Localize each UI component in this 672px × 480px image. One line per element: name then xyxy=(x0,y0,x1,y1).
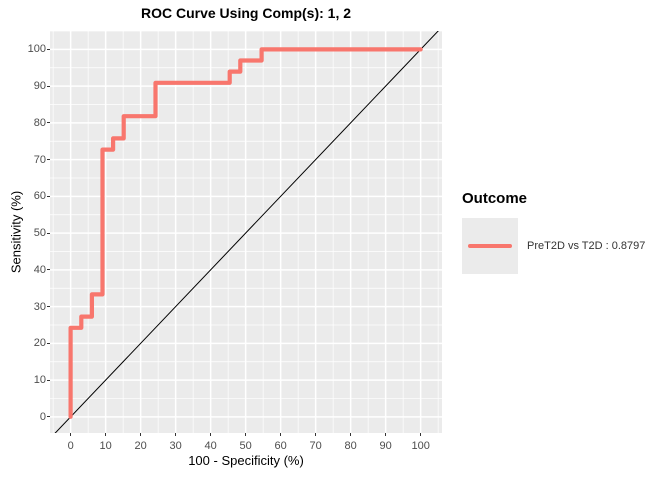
y-tick-label: 90 xyxy=(33,80,46,93)
y-tick-label: 50 xyxy=(33,227,46,240)
y-tick-mark xyxy=(47,269,50,271)
x-tick-label: 50 xyxy=(239,440,252,452)
x-tick-mark xyxy=(70,433,72,436)
y-tick-label: 100 xyxy=(27,43,46,56)
y-tick-mark xyxy=(47,379,50,381)
y-tick-label: 70 xyxy=(33,153,46,166)
x-tick-mark xyxy=(315,433,317,436)
x-tick-label: 10 xyxy=(99,440,112,452)
x-axis-label: 100 - Specificity (%) xyxy=(188,453,304,468)
y-tick-mark xyxy=(47,306,50,308)
legend-title: Outcome xyxy=(462,190,528,207)
x-tick-mark xyxy=(175,433,177,436)
y-tick-label: 10 xyxy=(33,374,46,387)
y-tick-mark xyxy=(47,159,50,161)
plot-panel xyxy=(50,31,442,433)
y-tick-mark xyxy=(47,416,50,418)
x-tick-label: 100 xyxy=(411,440,430,452)
legend: Outcome PreT2D vs T2D : 0.8797 xyxy=(462,190,645,274)
legend-entry-label: PreT2D vs T2D : 0.8797 xyxy=(527,240,646,252)
x-tick-label: 80 xyxy=(344,440,357,452)
y-tick-mark xyxy=(47,232,50,234)
y-tick-mark xyxy=(47,342,50,344)
x-tick-label: 30 xyxy=(169,440,182,452)
x-tick-label: 90 xyxy=(379,440,392,452)
x-tick-label: 70 xyxy=(309,440,322,452)
x-tick-label: 0 xyxy=(67,440,74,452)
y-tick-label: 60 xyxy=(33,190,46,203)
y-tick-label: 80 xyxy=(33,116,46,129)
x-tick-mark xyxy=(140,433,142,436)
x-tick-mark xyxy=(350,433,352,436)
y-tick-mark xyxy=(47,122,50,124)
x-tick-mark xyxy=(280,433,282,436)
y-tick-label: 40 xyxy=(33,263,46,276)
y-tick-label: 20 xyxy=(33,337,46,350)
y-tick-mark xyxy=(47,85,50,87)
chart-title: ROC Curve Using Comp(s): 1, 2 xyxy=(140,5,352,21)
x-tick-label: 20 xyxy=(134,440,147,452)
x-tick-label: 40 xyxy=(204,440,217,452)
y-tick-mark xyxy=(47,195,50,197)
x-tick-mark xyxy=(420,433,422,436)
y-tick-label: 30 xyxy=(33,300,46,313)
x-tick-label: 60 xyxy=(274,440,287,452)
x-tick-mark xyxy=(385,433,387,436)
legend-key-box xyxy=(462,218,518,274)
x-tick-mark xyxy=(245,433,247,436)
legend-entry: PreT2D vs T2D : 0.8797 xyxy=(462,218,645,274)
x-tick-mark xyxy=(210,433,212,436)
roc-curve-svg xyxy=(50,31,442,433)
x-tick-mark xyxy=(105,433,107,436)
y-tick-mark xyxy=(47,48,50,50)
y-tick-label: 0 xyxy=(39,410,46,423)
legend-line-sample xyxy=(468,244,512,248)
